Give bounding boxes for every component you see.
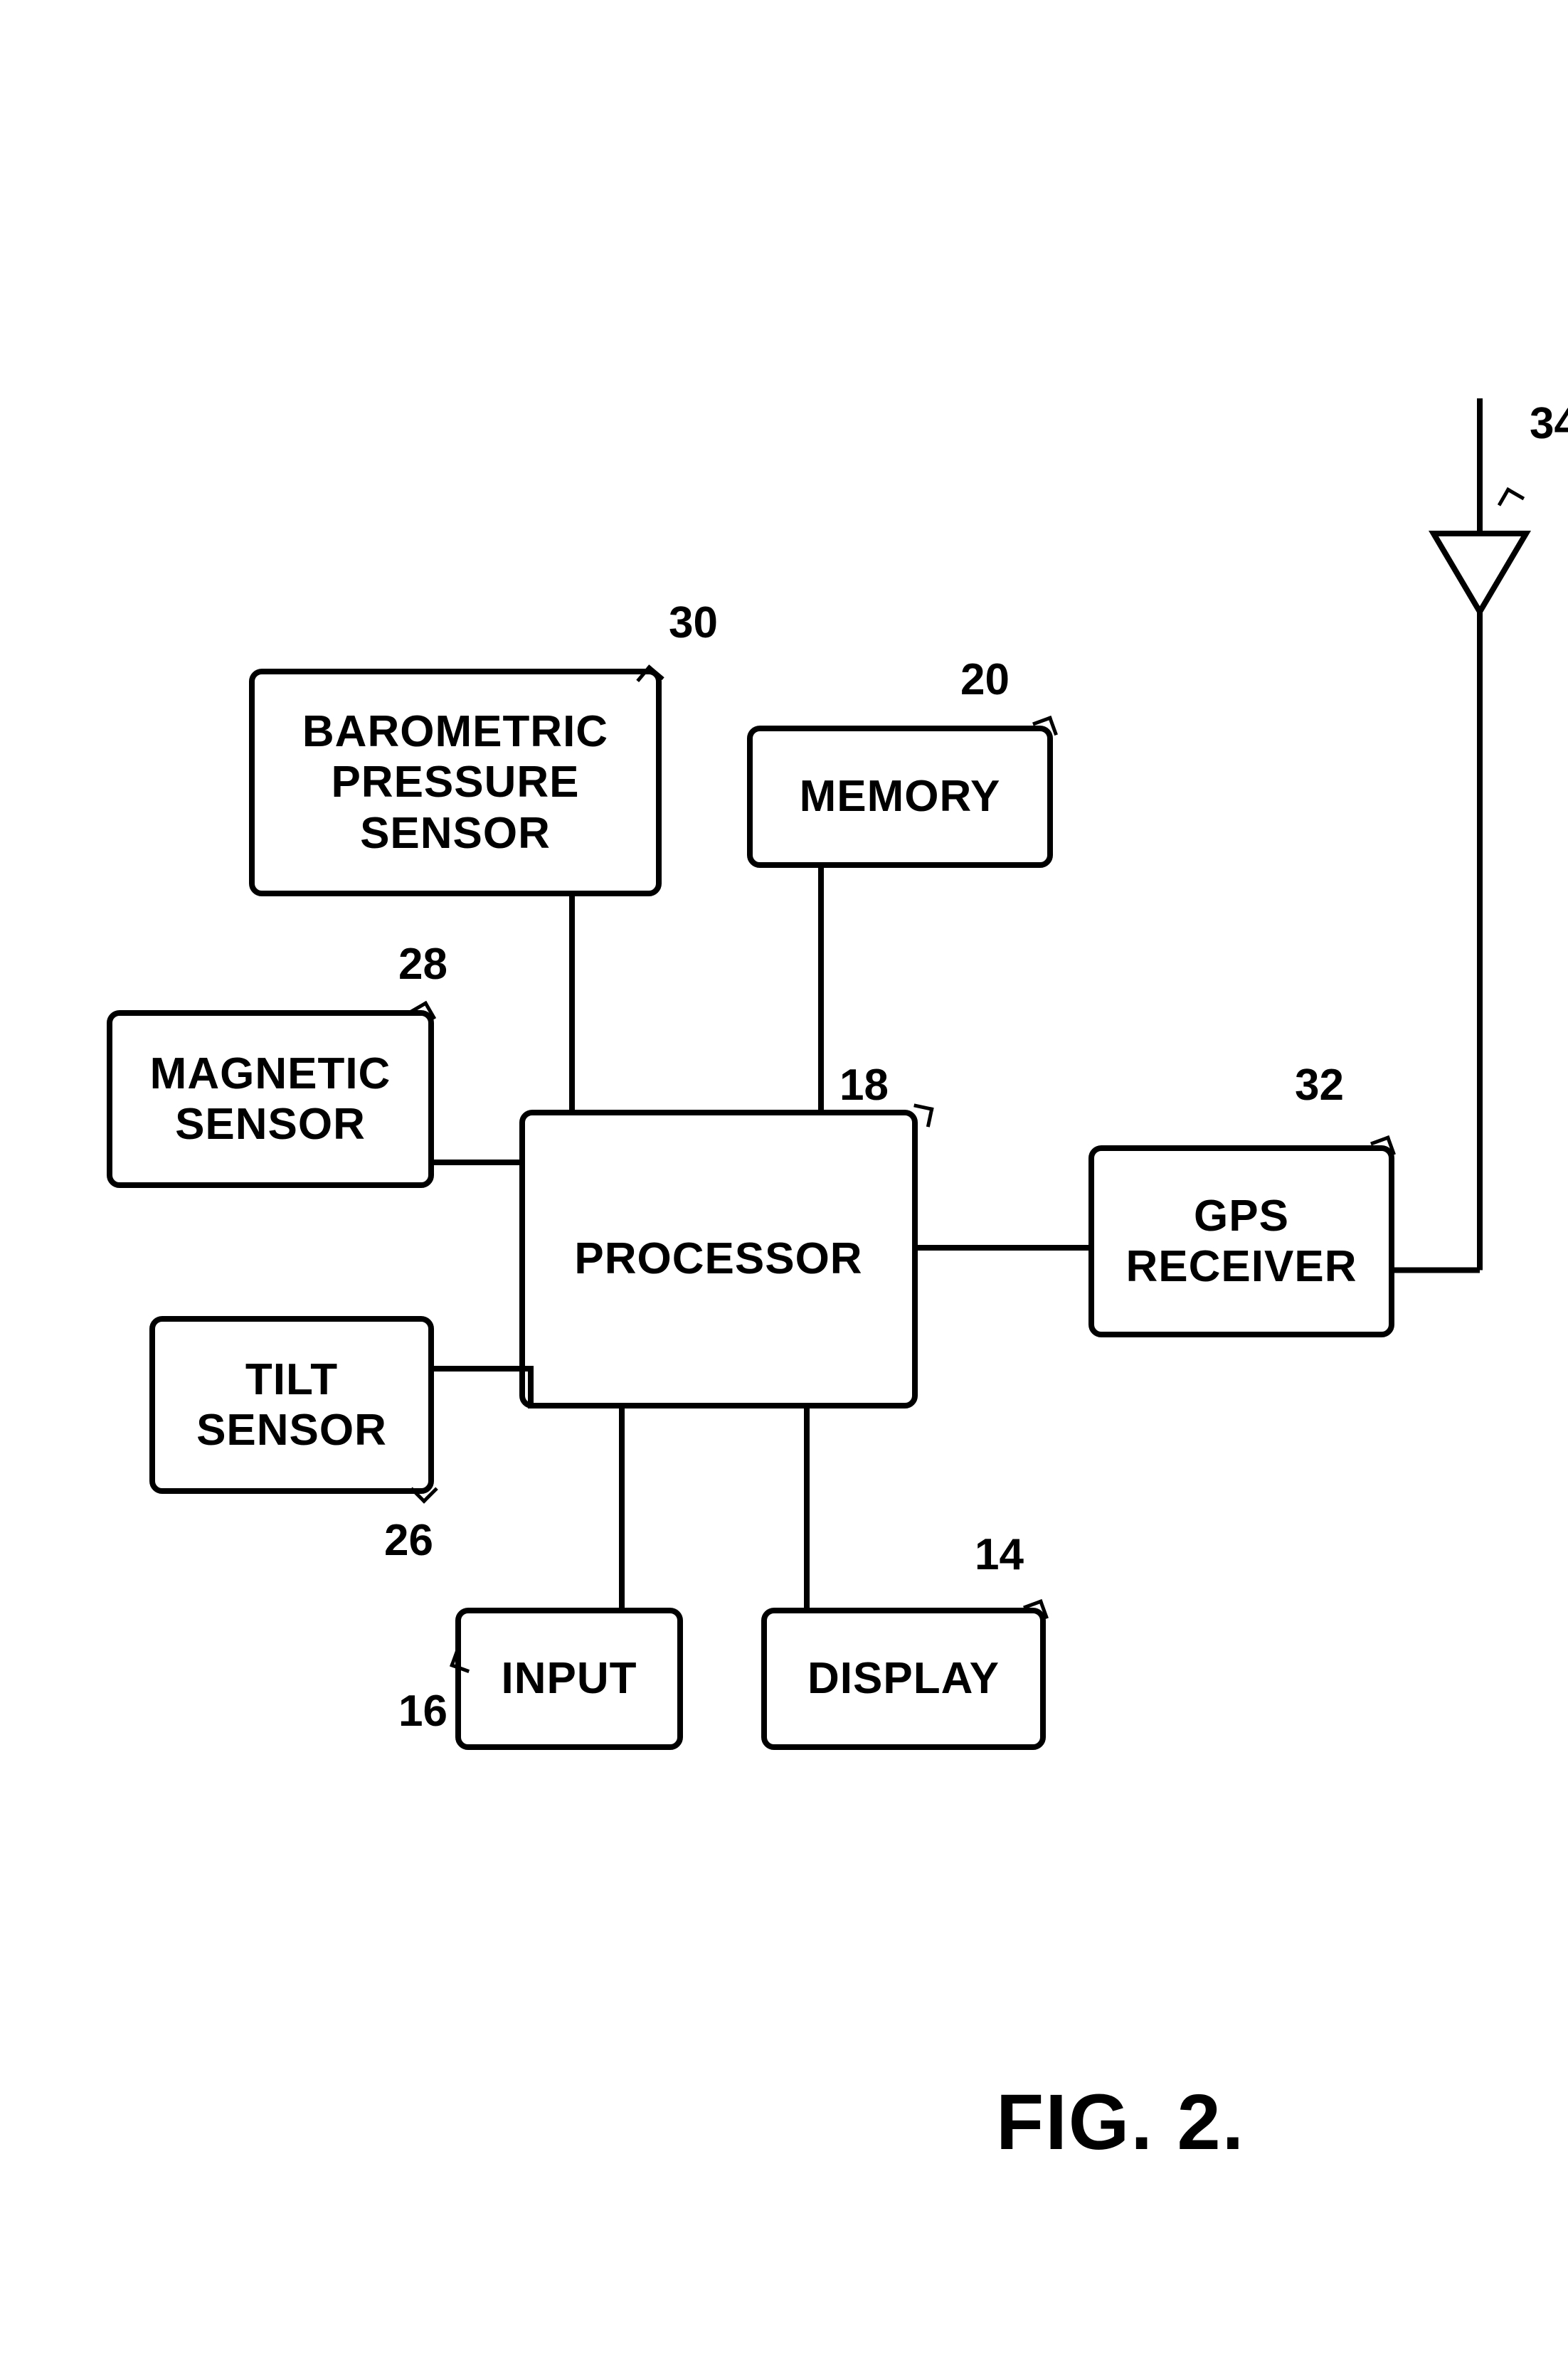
block-diagram: PROCESSOR MEMORY BAROMETRICPRESSURESENSO… [0, 0, 1568, 2366]
memory-label: MEMORY [800, 771, 1001, 822]
processor-ref: 18 [839, 1060, 889, 1110]
antenna-icon [1227, 384, 1391, 1352]
input-block: INPUT [455, 1608, 683, 1750]
magnetic-ref: 28 [398, 939, 447, 990]
antenna-ref: 34 [1530, 398, 1568, 449]
barometric-block: BAROMETRICPRESSURESENSOR [249, 669, 662, 896]
magnetic-label: MAGNETICSENSOR [150, 1049, 391, 1150]
barometric-ref: 30 [669, 598, 718, 648]
display-ref: 14 [975, 1529, 1024, 1580]
magnetic-block: MAGNETICSENSOR [107, 1010, 434, 1188]
tilt-label: TILTSENSOR [196, 1354, 387, 1456]
conn-gps [918, 1245, 1088, 1251]
conn-barometric [569, 896, 575, 1110]
input-label: INPUT [502, 1653, 637, 1704]
processor-tick [910, 1103, 933, 1127]
input-ref: 16 [398, 1686, 447, 1736]
conn-tilt [528, 1366, 534, 1409]
conn-memory [818, 868, 824, 1110]
barometric-label: BAROMETRICPRESSURESENSOR [302, 706, 608, 859]
tilt-block: TILTSENSOR [149, 1316, 434, 1494]
display-label: DISPLAY [807, 1653, 1000, 1704]
tilt-ref: 26 [384, 1515, 433, 1566]
processor-label: PROCESSOR [574, 1234, 862, 1284]
antenna-tick [1498, 487, 1525, 514]
display-block: DISPLAY [761, 1608, 1046, 1750]
conn-display [804, 1409, 810, 1608]
conn-magnetic [434, 1160, 519, 1165]
conn-input [619, 1409, 625, 1608]
memory-block: MEMORY [747, 726, 1053, 868]
figure-label: FIG. 2. [996, 2077, 1245, 2168]
memory-ref: 20 [960, 654, 1010, 705]
conn-tilt [434, 1366, 534, 1372]
processor-block: PROCESSOR [519, 1110, 918, 1409]
